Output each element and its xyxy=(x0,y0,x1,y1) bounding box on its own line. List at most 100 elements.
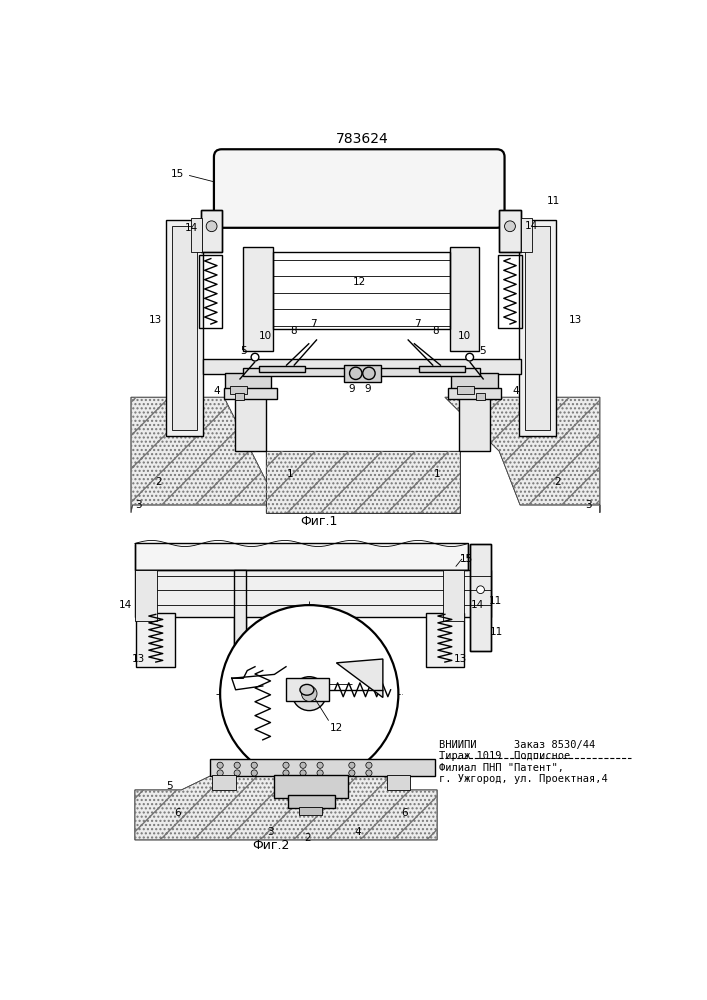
Bar xyxy=(450,247,479,351)
Bar xyxy=(499,210,521,252)
Bar xyxy=(203,359,521,374)
Text: 13: 13 xyxy=(132,654,146,664)
Text: 2: 2 xyxy=(155,477,161,487)
Circle shape xyxy=(220,605,398,782)
Ellipse shape xyxy=(300,684,314,695)
Circle shape xyxy=(363,367,375,379)
Text: 7: 7 xyxy=(414,319,421,329)
Bar xyxy=(135,570,491,617)
Text: 5: 5 xyxy=(240,346,247,356)
Bar xyxy=(210,759,435,776)
Circle shape xyxy=(366,770,372,776)
Text: 4: 4 xyxy=(355,827,361,837)
Circle shape xyxy=(366,762,372,768)
Text: 6: 6 xyxy=(174,808,181,818)
Text: 783624: 783624 xyxy=(336,132,388,146)
Text: 14: 14 xyxy=(185,223,198,233)
FancyBboxPatch shape xyxy=(214,149,505,228)
Bar xyxy=(299,807,322,815)
Text: 11: 11 xyxy=(489,596,502,606)
Text: 2: 2 xyxy=(305,833,311,843)
Text: 11: 11 xyxy=(547,196,560,206)
Text: 3: 3 xyxy=(267,827,274,837)
Circle shape xyxy=(217,762,223,768)
Text: 14: 14 xyxy=(525,221,538,231)
Circle shape xyxy=(292,677,327,711)
Polygon shape xyxy=(266,451,460,513)
Bar xyxy=(459,389,490,451)
Circle shape xyxy=(300,762,306,768)
Bar xyxy=(525,226,549,430)
Bar xyxy=(457,386,474,394)
Bar xyxy=(286,678,329,701)
Text: 3: 3 xyxy=(136,500,142,510)
Text: г. Ужгород, ул. Проектная,4: г. Ужгород, ул. Проектная,4 xyxy=(440,774,608,784)
Bar xyxy=(273,252,450,329)
Circle shape xyxy=(349,367,362,379)
Text: 8: 8 xyxy=(291,326,297,336)
Bar xyxy=(201,210,223,252)
Bar xyxy=(469,544,491,651)
Bar xyxy=(235,389,266,451)
Circle shape xyxy=(206,221,217,232)
Text: 7: 7 xyxy=(310,319,317,329)
Bar xyxy=(387,774,410,790)
Text: Тираж 1019  Подписное: Тираж 1019 Подписное xyxy=(440,751,571,761)
Text: 15: 15 xyxy=(460,554,473,564)
Text: 14: 14 xyxy=(119,600,132,610)
Text: Фиг.1: Фиг.1 xyxy=(300,515,338,528)
Bar xyxy=(135,543,468,570)
Bar xyxy=(288,795,335,808)
Text: 1: 1 xyxy=(434,469,440,479)
Text: 8: 8 xyxy=(432,326,439,336)
Circle shape xyxy=(283,770,289,776)
Bar xyxy=(224,388,276,399)
Text: 1: 1 xyxy=(215,777,222,787)
Text: 9: 9 xyxy=(349,384,355,394)
Bar xyxy=(243,368,480,376)
Polygon shape xyxy=(337,659,383,698)
Bar xyxy=(476,393,485,400)
Bar xyxy=(443,570,464,620)
Bar xyxy=(448,388,501,399)
Bar xyxy=(419,366,465,372)
Bar xyxy=(234,570,247,651)
Bar xyxy=(521,218,532,252)
Text: ВНИИПИ      Заказ 8530/44: ВНИИПИ Заказ 8530/44 xyxy=(440,740,596,750)
Circle shape xyxy=(217,770,223,776)
Bar xyxy=(225,373,271,389)
Polygon shape xyxy=(135,776,437,840)
Circle shape xyxy=(251,762,257,768)
Circle shape xyxy=(234,762,240,768)
Bar xyxy=(230,386,247,394)
Circle shape xyxy=(505,221,515,232)
Bar xyxy=(192,218,202,252)
Circle shape xyxy=(317,762,323,768)
Circle shape xyxy=(317,770,323,776)
Bar xyxy=(344,365,381,382)
Circle shape xyxy=(234,770,240,776)
Text: 10: 10 xyxy=(457,331,471,341)
Text: 6: 6 xyxy=(402,808,408,818)
Bar xyxy=(135,570,156,620)
Text: 11: 11 xyxy=(489,627,503,637)
Bar xyxy=(166,220,203,436)
Circle shape xyxy=(301,686,317,701)
Text: 10: 10 xyxy=(259,331,271,341)
Text: 15: 15 xyxy=(460,554,473,564)
Text: 5: 5 xyxy=(479,346,486,356)
Text: 4: 4 xyxy=(213,386,220,396)
Bar xyxy=(199,255,223,328)
Text: 4: 4 xyxy=(512,386,519,396)
Circle shape xyxy=(300,770,306,776)
Bar xyxy=(518,220,556,436)
Text: 12: 12 xyxy=(329,723,343,733)
Circle shape xyxy=(251,353,259,361)
Text: 9: 9 xyxy=(364,384,370,394)
Text: 13: 13 xyxy=(568,315,582,325)
Circle shape xyxy=(251,770,257,776)
Polygon shape xyxy=(445,397,600,513)
Circle shape xyxy=(477,586,484,594)
Text: 15: 15 xyxy=(171,169,184,179)
Text: 13: 13 xyxy=(149,315,163,325)
